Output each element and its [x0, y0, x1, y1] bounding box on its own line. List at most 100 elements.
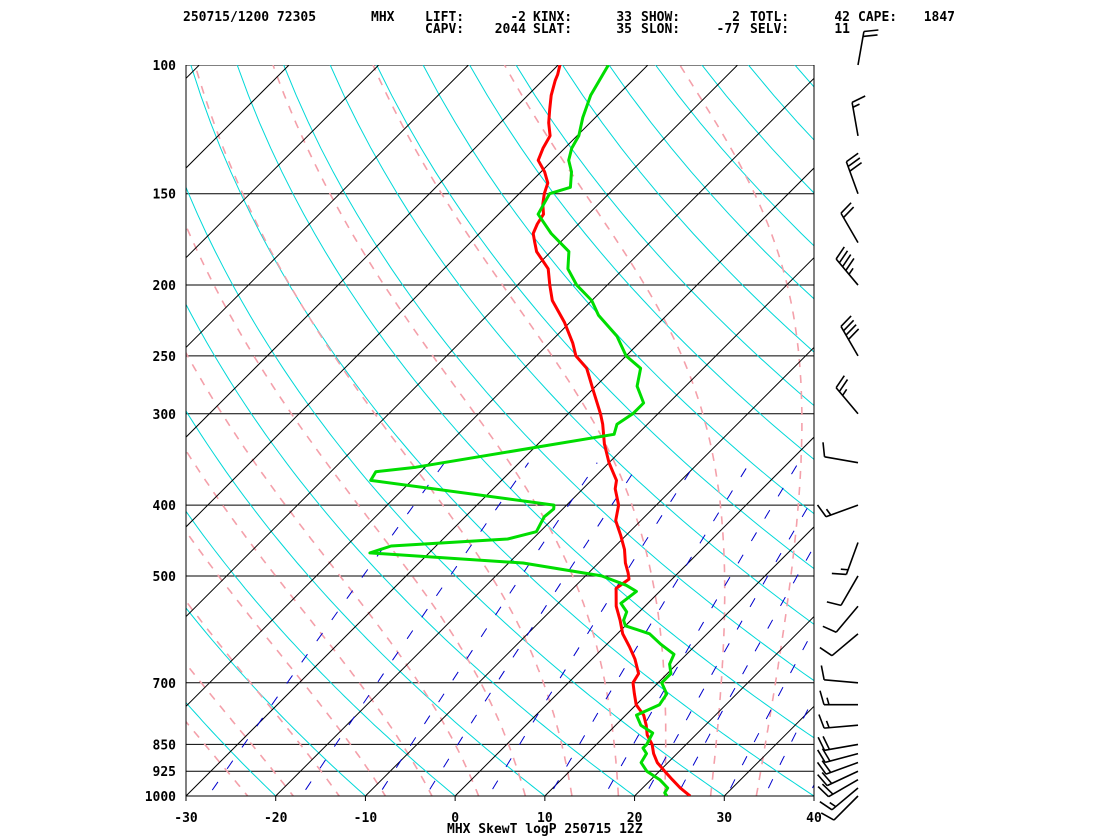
- dry-adiabat: [236, 65, 814, 739]
- temperature-tick-label: 30: [716, 811, 732, 826]
- barb-flag: [821, 760, 832, 773]
- moist-adiabat: [503, 65, 726, 796]
- temperature-tick-label: 10: [537, 811, 553, 826]
- barb-flag: [845, 257, 855, 271]
- mixing-ratio-line: [644, 495, 814, 796]
- index-value-cape: 1847: [923, 10, 955, 25]
- index-label-kinx: KINX:: [533, 10, 573, 25]
- barb-flag: [835, 246, 845, 260]
- dry-adiabat: [186, 186, 726, 796]
- wind-barb: [822, 605, 859, 633]
- index-value-lift: -2: [510, 10, 526, 25]
- dry-adiabat: [841, 65, 1120, 812]
- barb-flag: [845, 152, 859, 163]
- wind-barb: [826, 575, 859, 607]
- dry-adiabat: [608, 65, 814, 300]
- barb-flag: [835, 375, 845, 389]
- barb-flag: [849, 161, 863, 172]
- pressure-tick-label: 150: [153, 188, 177, 203]
- dry-adiabat: [515, 65, 814, 407]
- wind-barb: [819, 690, 858, 706]
- isotherm-line: [813, 795, 814, 796]
- barb-flag: [820, 812, 835, 821]
- dry-adiabat: [186, 410, 546, 796]
- wind-barb: [845, 152, 863, 194]
- dry-adiabat: [888, 65, 1120, 812]
- pressure-tick-label: 850: [153, 738, 177, 753]
- wind-barb: [835, 246, 859, 286]
- mixing-ratio-line: [676, 545, 814, 796]
- isotherm-line: [904, 65, 1120, 796]
- barb-flag: [862, 34, 878, 38]
- temperature-tick-label: 20: [627, 811, 643, 826]
- sounding-header: 250715/1200 72305 MHX LIFT: -2 KINX: 33 …: [0, 0, 1120, 40]
- barb-staff: [824, 724, 859, 729]
- barb-flag: [816, 504, 827, 518]
- index-label-totl: TOTL:: [750, 10, 790, 25]
- barb-staff: [857, 31, 865, 66]
- isotherm-line: [0, 65, 110, 796]
- barb-staff: [828, 779, 859, 798]
- moist-adiabat: [186, 720, 249, 796]
- barb-staff: [833, 795, 859, 821]
- dry-adiabat: [655, 65, 814, 247]
- isotherm-line: [365, 346, 814, 796]
- pressure-tick-label: 500: [153, 570, 177, 585]
- index-label-show: SHOW:: [641, 10, 681, 25]
- barb-staff: [845, 542, 859, 575]
- isotherm-line: [544, 526, 814, 796]
- isotherm-line: [186, 65, 290, 169]
- wind-barb: [817, 779, 859, 798]
- barb-half-flag: [829, 801, 837, 808]
- index-label-selv: SELV:: [750, 22, 790, 37]
- index-value-show: 2: [732, 10, 740, 25]
- isotherm-line: [186, 77, 814, 707]
- mixing-ratio-line: [207, 462, 445, 796]
- dry-adiabat: [562, 65, 814, 353]
- moist-adiabat: [186, 223, 527, 796]
- barb-staff: [840, 575, 859, 606]
- isotherm-line: [186, 65, 469, 349]
- barb-flag: [845, 324, 857, 336]
- barb-staff: [826, 770, 859, 787]
- moist-adiabat: [186, 351, 480, 796]
- moist-adiabat: [186, 599, 341, 796]
- isotherm-line: [186, 167, 814, 796]
- barb-half-flag: [852, 103, 860, 109]
- isotherm-lines: [0, 65, 1120, 796]
- dewpoint-profile: [368, 65, 676, 796]
- barb-flag: [819, 646, 833, 657]
- barb-staff: [835, 387, 859, 415]
- moist-adiabat: [194, 65, 573, 796]
- barb-flag: [863, 29, 879, 33]
- isotherm-line: [0, 65, 20, 796]
- index-value-slon: -77: [716, 22, 740, 37]
- barb-staff: [824, 743, 859, 752]
- pressure-tick-label: 100: [153, 59, 177, 74]
- temperature-tick-label: -20: [264, 811, 288, 826]
- barb-staff: [831, 787, 859, 811]
- index-value-slat: 35: [616, 22, 632, 37]
- wind-barb: [816, 504, 859, 518]
- dry-adiabat: [190, 65, 814, 796]
- barb-flag: [826, 601, 842, 607]
- isotherm-line: [186, 65, 380, 259]
- barb-flag: [817, 736, 826, 751]
- mixing-ratio-line: [603, 462, 799, 796]
- temperature-tick-label: 0: [451, 811, 459, 826]
- wind-barb: [822, 442, 859, 464]
- dry-adiabat: [934, 65, 1120, 812]
- pressure-tick-label: 200: [153, 279, 177, 294]
- wind-barb: [817, 735, 859, 752]
- barb-flag: [840, 202, 852, 214]
- temperature-tick-label: -30: [174, 811, 198, 826]
- barb-flag: [851, 95, 866, 104]
- plot-frame: [185, 65, 815, 797]
- wind-barb: [831, 542, 859, 576]
- wind-barb: [818, 714, 859, 729]
- pressure-tick-label: 700: [153, 677, 177, 692]
- barb-flag: [821, 783, 834, 795]
- sounding-series: [368, 65, 692, 796]
- temperature-profile: [531, 65, 692, 796]
- pressure-tick-label: 250: [153, 350, 177, 365]
